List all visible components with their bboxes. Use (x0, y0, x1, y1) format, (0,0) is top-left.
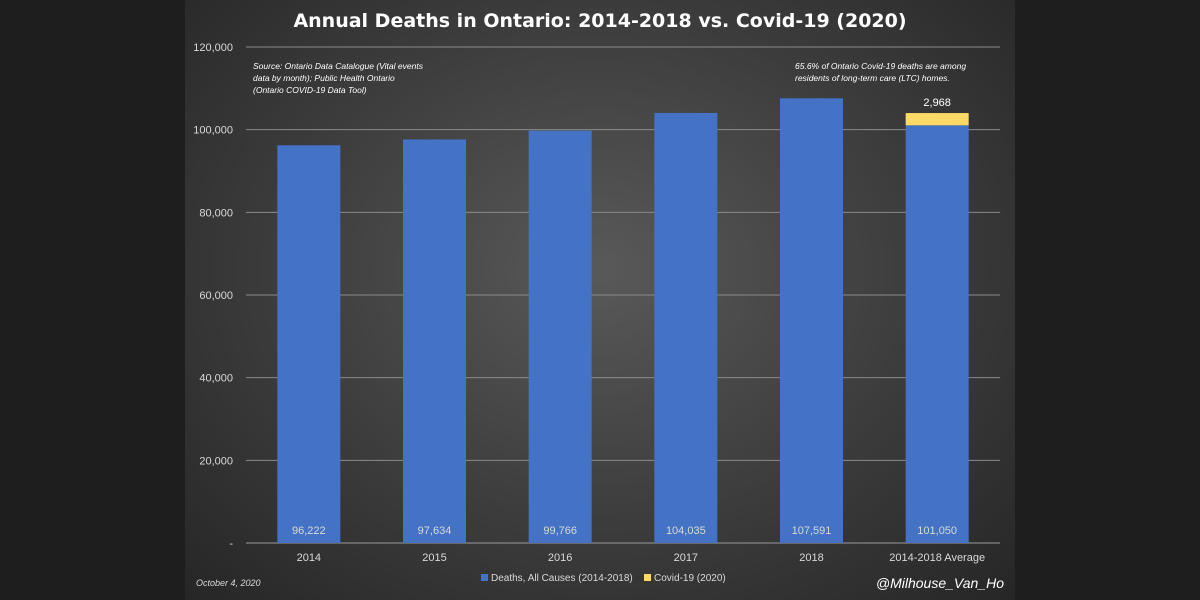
y-tick-label: 40,000 (199, 373, 233, 385)
x-axis-categories: 2014 2015 2016 2017 2018 2014-2018 Average (297, 552, 985, 564)
bar-value-label: 96,222 (292, 525, 326, 537)
covid-value-label: 2,968 (923, 97, 951, 109)
source-note-line: Source: Ontario Data Catalogue (Vital ev… (253, 61, 424, 71)
legend-label-covid: Covid-19 (2020) (654, 573, 726, 584)
ltc-note-line: 65.6% of Ontario Covid-19 deaths are amo… (795, 61, 966, 71)
date-label: October 4, 2020 (196, 578, 261, 588)
y-tick-label: 80,000 (199, 207, 233, 219)
x-category-label: 2018 (799, 552, 823, 564)
legend-swatch-deaths (481, 574, 488, 581)
author-handle: @Milhouse_Van_Ho (876, 575, 1004, 591)
x-category-label: 2014 (297, 552, 321, 564)
y-tick-label: 20,000 (199, 455, 233, 467)
bar-deaths-4 (780, 98, 843, 544)
legend-label-deaths: Deaths, All Causes (2014-2018) (491, 573, 633, 584)
legend: Deaths, All Causes (2014-2018) Covid-19 (… (481, 573, 726, 584)
bar-deaths-0 (277, 145, 341, 543)
y-tick-label: 120,000 (193, 42, 233, 54)
legend-swatch-covid (644, 574, 651, 581)
source-note-line: (Ontario COVID-19 Data Tool) (253, 85, 367, 95)
y-tick-label: 100,000 (193, 125, 233, 137)
y-tick-label: - (229, 538, 233, 550)
y-tick-label: 60,000 (199, 290, 233, 302)
chart-title: Annual Deaths in Ontario: 2014-2018 vs. … (293, 10, 906, 32)
gridlines (246, 46, 1000, 544)
x-category-label: 2015 (422, 552, 446, 564)
bar-deaths-2 (528, 130, 592, 544)
y-axis-ticks: - 20,000 40,000 60,000 80,000 100,000 120,000 (193, 42, 233, 550)
bar-value-label: 101,050 (917, 525, 957, 537)
x-category-label: 2017 (674, 552, 698, 564)
bar-value-label: 97,634 (418, 525, 452, 537)
bar-deaths-3 (654, 112, 718, 543)
annotations: Source: Ontario Data Catalogue (Vital ev… (253, 61, 966, 95)
x-category-label: 2014-2018 Average (889, 552, 985, 564)
ltc-note-line: residents of long-term care (LTC) homes. (795, 73, 950, 83)
bar-value-label: 99,766 (543, 525, 577, 537)
source-note-line: data by month); Public Health Ontario (253, 73, 395, 83)
bars: 96,222 97,634 99,766 104,035 107,591 101,050 2… (277, 97, 969, 544)
x-category-label: 2016 (548, 552, 572, 564)
bar-value-label: 107,591 (792, 525, 832, 537)
bar-value-label: 104,035 (666, 525, 706, 537)
bar-deaths-1 (403, 139, 466, 543)
bar-covid-5 (905, 113, 969, 126)
bar-deaths-5 (905, 125, 969, 544)
